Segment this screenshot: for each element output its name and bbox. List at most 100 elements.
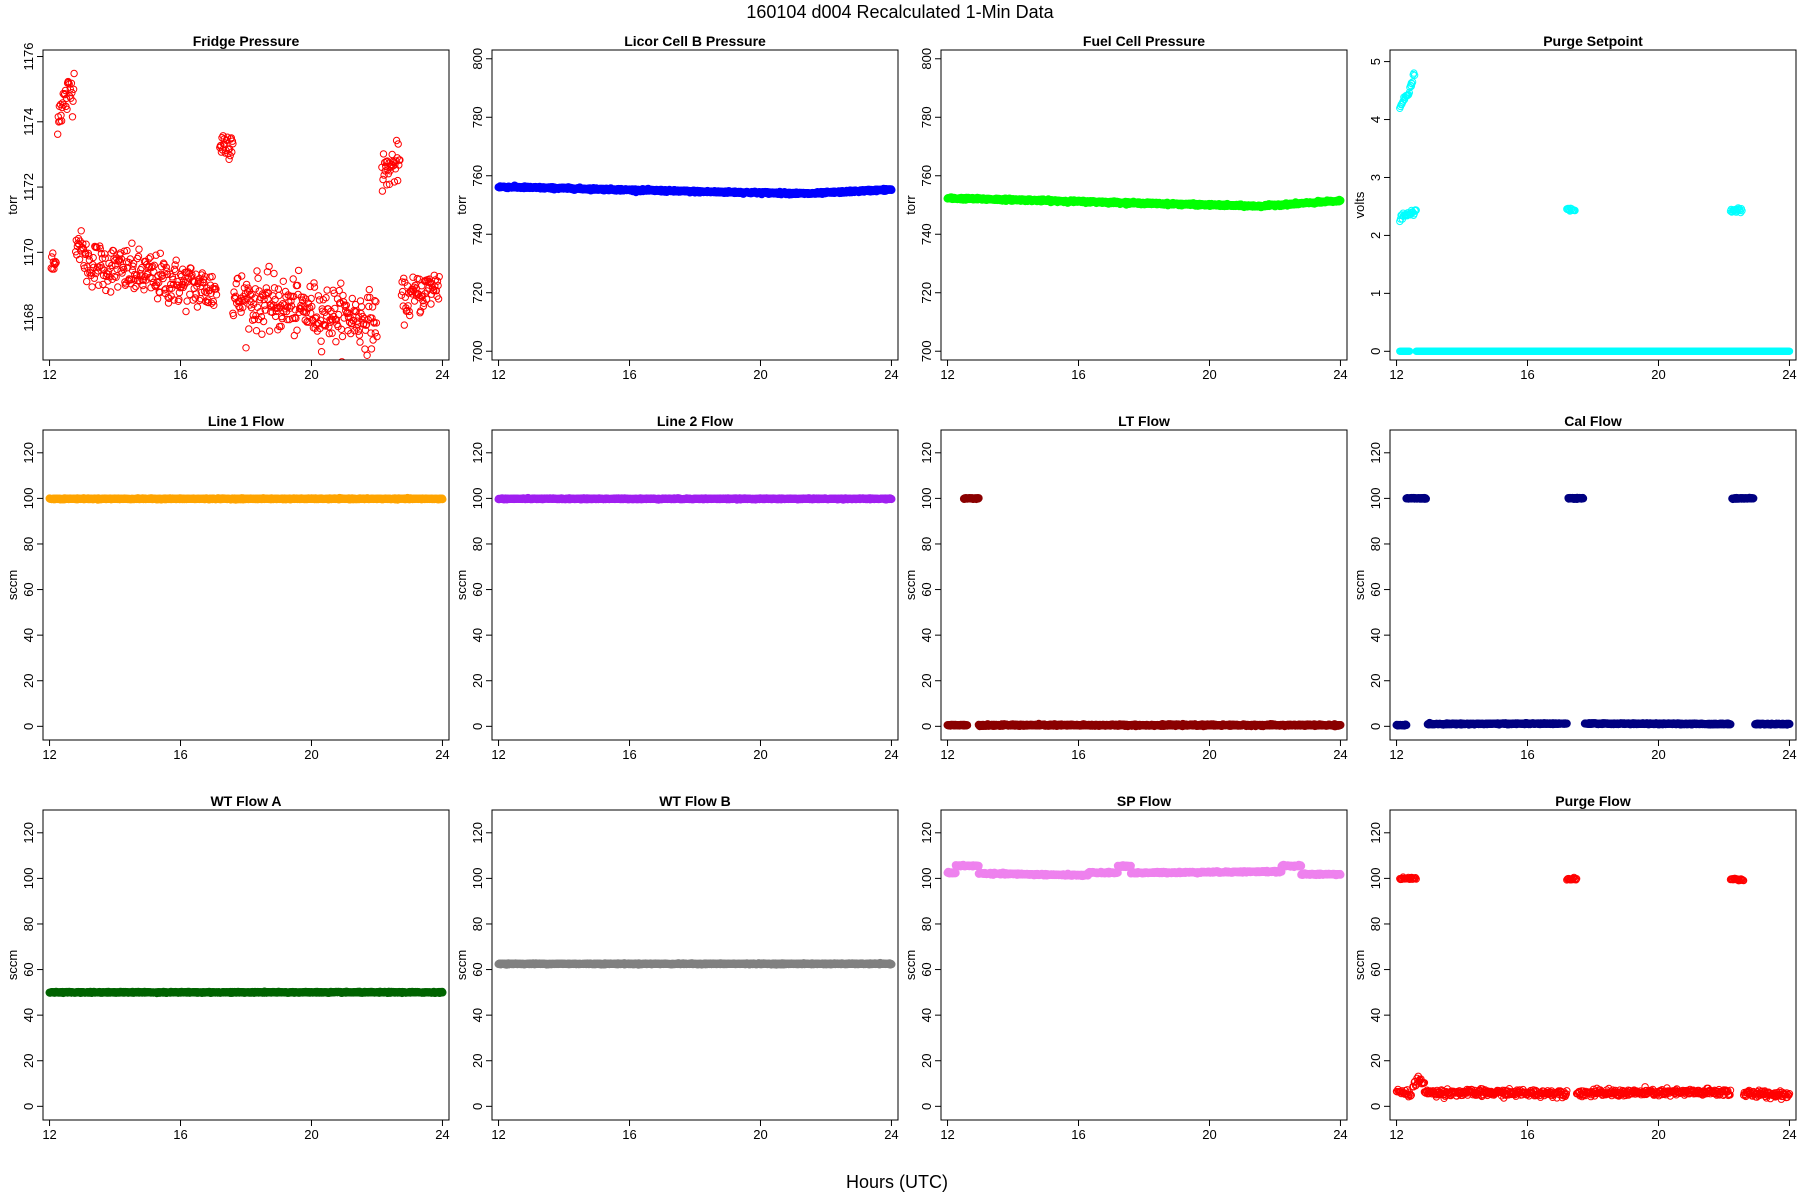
data-point [397,291,406,299]
data-point [161,286,169,294]
data-point [1571,206,1579,215]
data-point [435,273,443,281]
y-tick-label: 0 [21,723,36,730]
data-point [165,294,173,303]
y-tick-label: 20 [21,674,36,688]
data-point [175,295,183,304]
data-point [400,274,408,282]
data-point [348,294,356,303]
data-point [339,291,347,300]
data-point [223,136,231,145]
data-point [210,301,218,309]
data-point [51,260,59,269]
data-point [338,358,346,360]
data-point [418,282,426,290]
data-point [254,274,262,282]
x-tick-label: 12 [491,367,505,382]
data-point [201,273,209,281]
data-point [336,299,344,307]
panel-title: Purge Setpoint [1543,33,1643,49]
data-point [101,254,109,262]
y-tick-label: 40 [21,628,36,642]
data-point [368,303,377,311]
data-point [97,249,106,258]
plot-frame [42,429,450,741]
data-point [379,175,387,184]
data-point [271,295,279,304]
data-points [494,493,896,504]
data-point [132,271,141,280]
data-point [75,255,84,264]
data-point [283,315,291,324]
data-point [290,292,298,301]
data-point [197,288,206,297]
data-point [362,320,371,329]
data-point [325,329,333,338]
data-point [250,315,259,324]
x-tick-label: 16 [173,747,187,762]
data-point [89,253,97,262]
data-point [104,277,112,285]
data-point [88,283,96,291]
data-point [238,272,246,280]
data-point [338,332,347,341]
y-tick-label: 120 [21,442,36,464]
data-point [234,274,242,282]
data-point [158,271,167,279]
y-tick-label: 720 [470,282,485,304]
data-point [125,258,133,267]
data-point [128,266,137,274]
data-point [77,227,85,235]
y-tick-label: 1172 [21,173,36,201]
plot-frame [940,49,1348,361]
data-point [191,294,200,302]
data-point [365,285,373,294]
data-point [434,281,442,290]
y-tick-label: 800 [470,48,485,70]
data-points [1396,69,1794,355]
data-point [371,329,379,337]
data-point [378,187,387,195]
x-tick-label: 16 [1071,367,1085,382]
data-point [242,280,251,289]
data-point [102,286,110,295]
data-point [395,161,403,169]
data-point [207,299,216,307]
data-point [272,307,280,316]
x-tick-label: 16 [173,367,187,382]
data-point [183,297,191,305]
data-point [433,277,442,285]
data-point [308,302,316,311]
y-tick-label: 760 [470,165,485,187]
data-point [228,148,236,156]
data-point [325,323,333,331]
data-point [353,317,361,325]
data-point [270,269,278,278]
x-tick-label: 12 [940,367,954,382]
data-point [392,136,401,145]
data-point [182,307,190,316]
y-axis-label: torr [5,195,20,215]
data-point [69,85,78,94]
data-point [315,296,324,304]
data-point [212,285,220,293]
data-point [334,310,343,319]
data-point [287,302,296,310]
data-point [164,299,173,307]
data-point [245,325,253,333]
data-point [294,266,303,275]
data-point [307,294,315,303]
data-point [99,280,107,289]
y-tick-label: 5 [1368,58,1383,65]
data-point [79,240,87,248]
data-point [120,265,128,274]
data-point [172,256,180,264]
data-point [242,344,250,352]
data-point [135,245,143,253]
data-point [225,155,233,164]
data-point [96,244,105,253]
plot-frame [491,49,899,361]
